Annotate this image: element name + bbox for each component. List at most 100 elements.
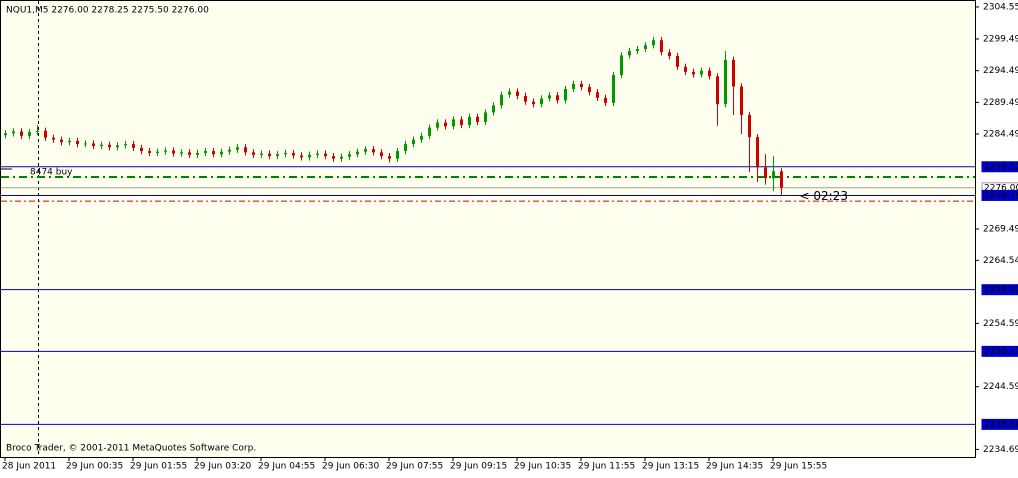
- level-label: 2259.91: [984, 285, 1018, 295]
- candle-body: [36, 130, 39, 133]
- candle-body: [284, 152, 287, 155]
- candle-body: [60, 139, 63, 143]
- candle-body: [260, 153, 263, 155]
- candle-body: [700, 70, 703, 75]
- plot-area: [0, 0, 976, 458]
- level-label: 2250.17: [984, 347, 1018, 357]
- level-label-box: [981, 161, 1018, 173]
- candle-body: [732, 59, 735, 87]
- candle-body: [388, 156, 391, 159]
- candle-body: [172, 150, 175, 154]
- candle-body: [572, 83, 575, 89]
- candle-body: [84, 143, 87, 145]
- candle-body: [636, 49, 639, 51]
- candle-body: [364, 149, 367, 152]
- candle-body: [372, 149, 375, 153]
- candle-body: [308, 154, 311, 158]
- candle-body: [268, 153, 271, 157]
- candle-body: [276, 154, 279, 157]
- candle-body: [4, 133, 7, 136]
- candle-body: [412, 139, 415, 145]
- level-label-box: [981, 345, 1018, 357]
- y-tick-label: 2304.55: [983, 2, 1018, 12]
- x-tick-label: 29 Jun 03:20: [194, 462, 251, 472]
- candle-body: [564, 88, 567, 101]
- candle-body: [556, 95, 559, 101]
- candle-body: [52, 137, 55, 140]
- candle-body: [492, 105, 495, 113]
- candle-body: [188, 152, 191, 155]
- level-label: 2274.79: [984, 191, 1018, 201]
- y-tick-label: 2284.49: [983, 130, 1018, 140]
- candle-body: [332, 156, 335, 159]
- candle-body: [532, 101, 535, 105]
- candle-body: [44, 130, 47, 138]
- candle-body: [684, 66, 687, 72]
- candle-body: [508, 91, 511, 95]
- candle-body: [140, 147, 143, 152]
- candle-body: [116, 145, 119, 148]
- candle-body: [468, 116, 471, 126]
- x-tick-label: 29 Jun 10:35: [514, 462, 571, 472]
- candle-body: [196, 152, 199, 155]
- candle-body: [444, 122, 447, 127]
- candle-body: [476, 116, 479, 122]
- candle-body: [692, 71, 695, 75]
- candle-body: [156, 151, 159, 153]
- candle-body: [340, 156, 343, 159]
- level-label: 2238.64: [984, 420, 1018, 430]
- x-tick-label: 29 Jun 14:35: [706, 462, 763, 472]
- candle-body: [540, 98, 543, 105]
- y-tick-label: 2254.59: [983, 319, 1018, 329]
- candle-body: [92, 143, 95, 146]
- candle-body: [180, 152, 183, 154]
- level-label-box: [981, 284, 1018, 296]
- candle-body: [428, 127, 431, 136]
- y-tick-label: 2264.54: [983, 256, 1018, 266]
- candle-body: [452, 119, 455, 127]
- y-tick-label: 2269.49: [983, 225, 1018, 235]
- candle-body: [132, 144, 135, 148]
- candle-body: [580, 83, 583, 88]
- candle-body: [772, 171, 775, 179]
- candle-body: [164, 150, 167, 152]
- candle-body: [244, 147, 247, 153]
- copyright: Broco Trader, © 2001-2011 MetaQuotes Sof…: [6, 444, 256, 454]
- level-label: 2279.32: [984, 162, 1018, 172]
- x-tick-label: 29 Jun 09:15: [450, 462, 507, 472]
- candle-body: [204, 151, 207, 153]
- candle-body: [236, 147, 239, 150]
- candle-body: [228, 149, 231, 152]
- candle-body: [588, 87, 591, 93]
- candle-body: [436, 122, 439, 128]
- candle-body: [292, 152, 295, 156]
- candle-body: [500, 94, 503, 106]
- candle-body: [524, 95, 527, 102]
- candle-body: [780, 171, 783, 188]
- countdown: < 02:23: [800, 189, 848, 203]
- candle-body: [252, 152, 255, 155]
- y-tick-label: 2299.49: [983, 35, 1018, 45]
- candle-body: [628, 50, 631, 56]
- candle-body: [676, 56, 679, 67]
- order-label: 8474 buy: [30, 168, 73, 178]
- x-tick-label: 29 Jun 00:35: [66, 462, 123, 472]
- y-tick-label: 2234.69: [983, 445, 1018, 455]
- candle-body: [460, 119, 463, 126]
- level-label: 2276.00: [984, 183, 1018, 193]
- candle-body: [148, 151, 151, 153]
- candle-body: [356, 151, 359, 155]
- candle-body: [28, 132, 31, 136]
- x-tick-label: 29 Jun 13:15: [642, 462, 699, 472]
- candle-body: [548, 95, 551, 99]
- x-tick-label: 29 Jun 01:55: [130, 462, 187, 472]
- x-tick-label: 29 Jun 15:55: [770, 462, 827, 472]
- candle-body: [220, 151, 223, 155]
- candle-body: [764, 167, 767, 179]
- candle-body: [516, 91, 519, 96]
- candle-body: [596, 92, 599, 98]
- candle-body: [324, 153, 327, 157]
- candle-body: [348, 154, 351, 157]
